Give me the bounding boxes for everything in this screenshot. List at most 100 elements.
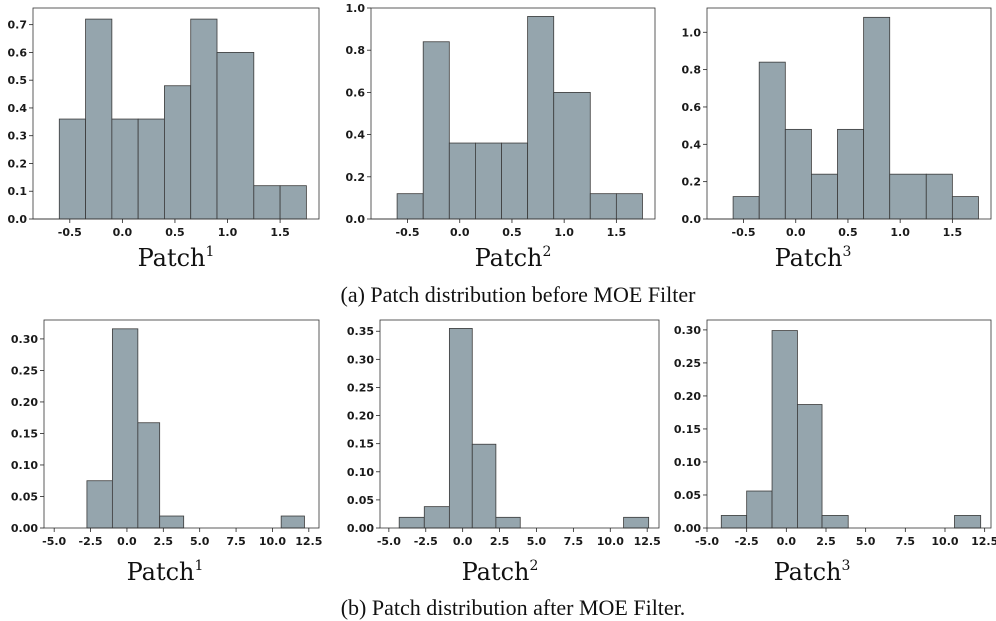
bar-a3-8 [925, 173, 953, 220]
xtick-label-a1-1: 0.0 [113, 226, 133, 239]
ytick-label-a1-2: 0.2 [8, 157, 28, 170]
sublabel-a2: Patch2 [475, 244, 552, 272]
xtick-label-b3-5: 7.5 [896, 535, 916, 548]
xtick-label-a1-2: 0.5 [165, 226, 185, 239]
bar-a1-9 [279, 185, 307, 220]
ytick-label-a3-4: 0.8 [682, 64, 702, 77]
xtick-label-b3-6: 10.0 [931, 535, 958, 548]
ytick-label-b1-5: 0.25 [11, 364, 38, 377]
bar-b2-2 [448, 328, 473, 529]
xtick-label-b2-1: -2.5 [414, 535, 438, 548]
xtick-label-a3-0: -0.5 [732, 226, 756, 239]
bar-b2-1 [423, 506, 450, 529]
panel-a1: -0.5 0.0 0.5 1.0 1.5 0.0 0.1 0.2 0.3 0.4 0.5 0.6 0.7… [8, 7, 320, 272]
xtick-label-b1-2: 0.0 [117, 535, 137, 548]
axes-frame-a3 [706, 7, 992, 220]
bar-a2-6 [527, 16, 555, 220]
bar-b3-1 [746, 490, 773, 529]
bar-a3-4 [811, 173, 838, 220]
ytick-label-a1-5: 0.5 [8, 74, 28, 87]
xtick-label-a1-4: 1.5 [270, 226, 290, 239]
bar-b2-0 [398, 516, 425, 529]
xtick-label-b3-4: 5.0 [856, 535, 876, 548]
bar-a1-6 [190, 18, 218, 220]
xtick-label-b1-4: 5.0 [190, 535, 210, 548]
bar-b3-0 [720, 515, 748, 529]
xtick-label-a3-1: 0.0 [786, 226, 806, 239]
sublabel-b3: Patch3 [774, 558, 851, 586]
xtick-label-b1-3: 2.5 [154, 535, 174, 548]
panel-b1: -5.0 -2.5 0.0 2.5 5.0 7.5 10.0 12.5 0.00 0.05 0.10… [11, 319, 322, 586]
xtick-label-b3-7: 12.5 [971, 535, 996, 548]
xtick-label-b3-1: -2.5 [735, 535, 759, 548]
xtick-label-a2-0: -0.5 [396, 226, 420, 239]
xtick-label-b2-4: 5.0 [527, 535, 547, 548]
bar-b1-1 [111, 328, 139, 529]
bar-a1-3 [111, 118, 139, 220]
xtick-label-b2-0: -5.0 [377, 535, 401, 548]
xtick-label-b1-7: 12.5 [295, 535, 322, 548]
ytick-label-b1-1: 0.05 [11, 490, 38, 503]
bar-a2-2 [422, 41, 450, 220]
xtick-label-a2-2: 0.5 [502, 226, 522, 239]
ytick-label-b3-3: 0.15 [674, 423, 701, 436]
ytick-label-a3-5: 1.0 [682, 26, 702, 39]
bar-b1-5 [280, 515, 305, 529]
panels: -0.5 0.0 0.5 1.0 1.5 0.0 0.1 0.2 0.3 0.4 0.5 0.6 0.7… [8, 2, 996, 586]
bar-b3-2 [771, 330, 798, 529]
ytick-label-b2-4: 0.20 [347, 410, 374, 423]
bar-a1-7 [216, 52, 255, 220]
bar-a3-3 [784, 128, 812, 220]
xtick-label-b1-6: 10.0 [259, 535, 286, 548]
bar-a3-1 [732, 196, 760, 220]
ytick-label-b1-0: 0.00 [11, 522, 38, 535]
bar-a3-6 [863, 16, 891, 220]
ytick-label-a1-3: 0.3 [8, 130, 28, 143]
bar-b2-4 [495, 516, 521, 529]
xtick-label-a3-4: 1.5 [943, 226, 963, 239]
xtick-label-b1-0: -5.0 [42, 535, 66, 548]
sublabel-a1: Patch1 [138, 244, 215, 272]
bar-a1-4 [137, 118, 165, 220]
bar-b2-6 [623, 516, 650, 529]
xtick-label-b3-2: 0.0 [777, 535, 797, 548]
sublabel-a3: Patch3 [775, 244, 852, 272]
panel-b3: -5.0 -2.5 0.0 2.5 5.0 7.5 10.0 12.5 0.00 0.05 0.10… [674, 319, 996, 586]
bar-b2-3 [471, 443, 497, 529]
bar-b3-6 [954, 515, 982, 529]
ytick-label-b1-4: 0.20 [11, 396, 38, 409]
ytick-label-a1-1: 0.1 [8, 185, 28, 198]
bar-b1-0 [86, 480, 113, 529]
ytick-label-b1-3: 0.15 [11, 427, 38, 440]
ytick-label-a2-4: 0.8 [346, 44, 366, 57]
ytick-label-b1-6: 0.30 [11, 333, 38, 346]
ytick-label-b3-1: 0.05 [674, 489, 701, 502]
bar-b3-3 [797, 404, 823, 529]
xtick-label-b2-3: 2.5 [490, 535, 510, 548]
ytick-label-b2-1: 0.05 [347, 494, 374, 507]
bar-a2-8 [589, 193, 617, 220]
ytick-label-b2-5: 0.25 [347, 381, 374, 394]
xtick-label-b1-1: -2.5 [79, 535, 103, 548]
bar-a1-5 [164, 85, 192, 220]
ytick-label-a1-4: 0.4 [8, 102, 28, 115]
bar-a3-2 [758, 61, 786, 220]
bar-a2-4 [475, 142, 502, 220]
ytick-label-b3-4: 0.20 [674, 390, 701, 403]
ytick-label-a2-1: 0.2 [346, 171, 366, 184]
caption-a: (a) Patch distribution before MOE Filter [341, 282, 697, 307]
ytick-label-a2-2: 0.4 [346, 129, 366, 142]
ytick-label-b3-0: 0.00 [674, 522, 701, 535]
ytick-label-a2-3: 0.6 [346, 86, 366, 99]
xtick-label-b3-3: 2.5 [816, 535, 836, 548]
bar-a1-8 [253, 185, 281, 220]
bar-a1-2 [85, 18, 113, 220]
bar-a1-1 [58, 118, 86, 220]
axes-frame-b3 [706, 319, 992, 529]
axes-frame-b1 [43, 319, 320, 529]
ytick-label-b2-6: 0.30 [347, 353, 374, 366]
axes-frame-a1 [32, 7, 320, 220]
xtick-label-a2-1: 0.0 [450, 226, 470, 239]
